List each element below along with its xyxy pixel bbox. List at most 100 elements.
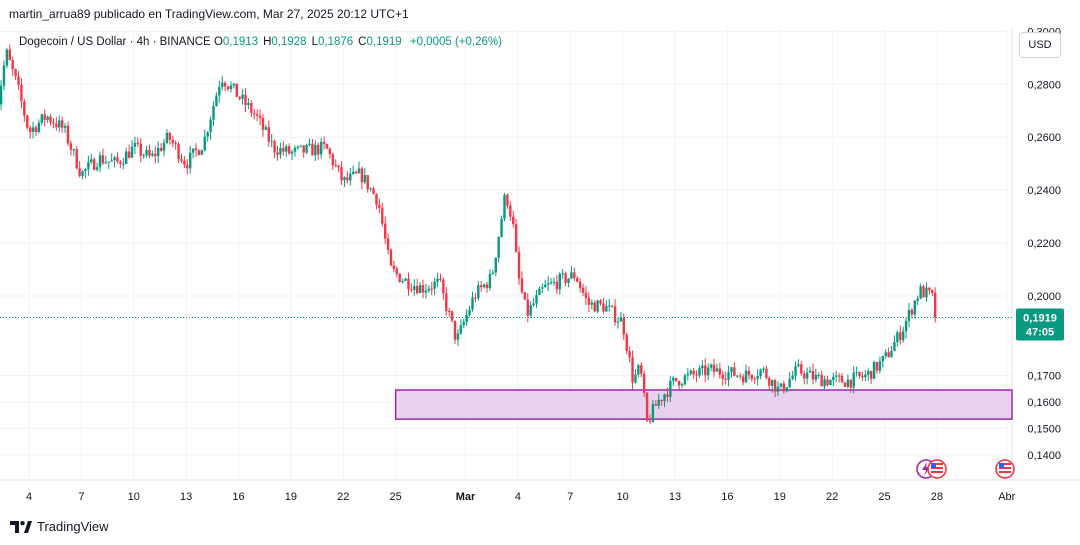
candle-body	[509, 205, 512, 217]
candle-body	[686, 373, 690, 376]
candle-body	[168, 132, 172, 140]
last-price-label: 0,1919 47:05	[1016, 308, 1064, 341]
candle-body	[49, 116, 52, 123]
candle-body	[107, 161, 110, 163]
currency-button[interactable]: USD	[1019, 32, 1061, 58]
candle-body	[663, 394, 666, 402]
candle-body	[532, 303, 535, 306]
candle-body	[884, 352, 887, 357]
us-flag-event-icon[interactable]	[995, 459, 1015, 479]
candle-body	[357, 168, 361, 174]
candle-body	[672, 377, 675, 381]
last-price-box	[1016, 308, 1064, 341]
candle-body	[811, 370, 815, 380]
candle-body	[485, 284, 489, 288]
candle-body	[212, 106, 215, 120]
candle-body	[477, 285, 480, 299]
candle-body	[933, 292, 937, 318]
price-tick-label: 0,1400	[1027, 450, 1061, 462]
ohlc-key-l: L	[311, 36, 318, 48]
event-icons[interactable]	[916, 459, 1015, 479]
candle-body	[578, 281, 582, 288]
candle-body	[567, 278, 570, 283]
candle-body	[328, 148, 332, 155]
candle-body	[346, 177, 349, 181]
time-axis[interactable]: 4 7 10 13 16 19 22 25 Mar 4 7 10 13 16 19 22 25 28 Abr	[26, 491, 1016, 503]
candle-body	[209, 119, 212, 133]
publish-info: martin_arrua89 publicado en TradingView.…	[9, 7, 409, 21]
symbol-title[interactable]: Dogecoin / US Dollar · 4h · BINANCE	[19, 36, 211, 48]
candle-body	[442, 279, 445, 294]
candle-body	[864, 374, 867, 378]
candle-body	[468, 309, 471, 315]
candle-body	[28, 127, 32, 132]
candle-body	[351, 171, 355, 174]
candle-body	[814, 374, 818, 380]
price-tick-label: 0,2800	[1027, 79, 1061, 91]
candle-body	[715, 368, 719, 372]
candle-body	[98, 155, 102, 168]
candle-body	[174, 143, 177, 145]
candle-body	[331, 154, 335, 166]
candle-body	[765, 368, 768, 378]
candle-body	[427, 288, 431, 291]
candle-body	[462, 322, 465, 326]
candle-body	[471, 297, 474, 310]
candle-body	[282, 147, 285, 152]
candle-body	[407, 278, 410, 290]
candle-body	[599, 300, 602, 304]
candle-body	[75, 149, 78, 169]
candle-body	[480, 285, 483, 288]
candle-body	[46, 116, 49, 120]
tradingview-watermark[interactable]: TradingView	[10, 519, 109, 534]
candle-body	[808, 370, 812, 373]
candle-body	[628, 351, 631, 358]
candle-body	[398, 273, 401, 283]
candle-body	[81, 171, 84, 176]
candle-body	[712, 364, 716, 372]
candle-body	[549, 282, 553, 284]
price-axis[interactable]: 0,1400 0,1500 0,1600 0,1700 0,2000 0,2200 0,24…	[1027, 26, 1061, 462]
candle-body	[410, 289, 413, 291]
candle-body	[186, 164, 189, 169]
candle-body	[157, 147, 160, 157]
candle-body	[177, 144, 180, 160]
candle-body	[514, 224, 518, 252]
candle-body	[610, 305, 614, 307]
candle-body	[907, 309, 911, 321]
candle-body	[858, 372, 861, 376]
candle-body	[404, 278, 407, 281]
candle-body	[523, 292, 527, 300]
candle-body	[756, 376, 759, 380]
candle-body	[736, 375, 739, 377]
candle-body	[773, 379, 777, 392]
candle-body	[369, 188, 372, 190]
candle-body	[319, 141, 323, 155]
us-flag-event-icon[interactable]	[927, 459, 947, 479]
candle-body	[325, 144, 329, 149]
candle-body	[506, 194, 509, 206]
candle-body	[337, 165, 340, 168]
candle-body	[465, 314, 468, 323]
candle-body	[433, 281, 436, 289]
candle-body	[718, 368, 722, 375]
time-tick-label: 28	[931, 491, 943, 503]
candle-body	[223, 82, 227, 87]
candle-body	[750, 375, 754, 379]
candle-body	[904, 320, 908, 332]
candle-body	[101, 155, 105, 164]
price-tick-label: 0,2400	[1027, 185, 1061, 197]
candle-body	[616, 321, 620, 323]
candle-body	[285, 146, 288, 152]
candle-body	[8, 49, 11, 61]
symbol-legend[interactable]: Dogecoin / US Dollar · 4h · BINANCE O0,1…	[19, 36, 507, 48]
candle-body	[308, 143, 311, 145]
last-price-value: 0,1919	[1023, 312, 1057, 324]
candle-body	[343, 177, 346, 181]
candle-body	[439, 278, 442, 280]
candle-body	[657, 399, 660, 406]
candle-body	[84, 169, 87, 172]
support-zone-rectangle[interactable]	[394, 389, 1013, 420]
ohlc-value-c: 0,1919	[366, 36, 402, 48]
